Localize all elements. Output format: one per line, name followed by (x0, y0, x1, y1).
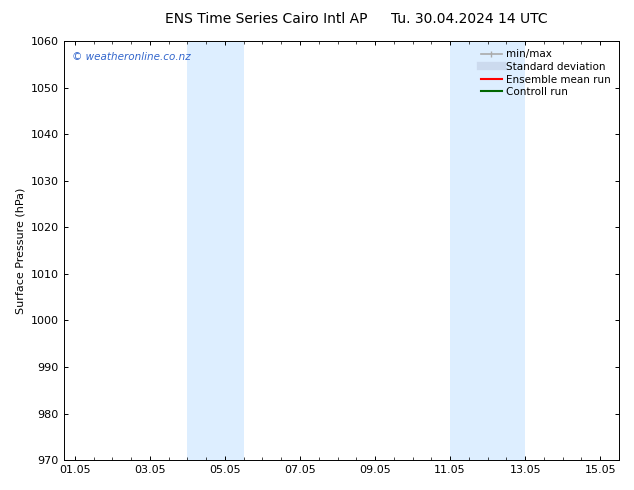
Text: ENS Time Series Cairo Intl AP: ENS Time Series Cairo Intl AP (165, 12, 368, 26)
Legend: min/max, Standard deviation, Ensemble mean run, Controll run: min/max, Standard deviation, Ensemble me… (478, 46, 614, 100)
Bar (450, 41, 525, 460)
Text: Tu. 30.04.2024 14 UTC: Tu. 30.04.2024 14 UTC (391, 12, 548, 26)
Bar (188, 41, 243, 460)
Y-axis label: Surface Pressure (hPa): Surface Pressure (hPa) (15, 187, 25, 314)
Text: © weatheronline.co.nz: © weatheronline.co.nz (72, 51, 191, 62)
